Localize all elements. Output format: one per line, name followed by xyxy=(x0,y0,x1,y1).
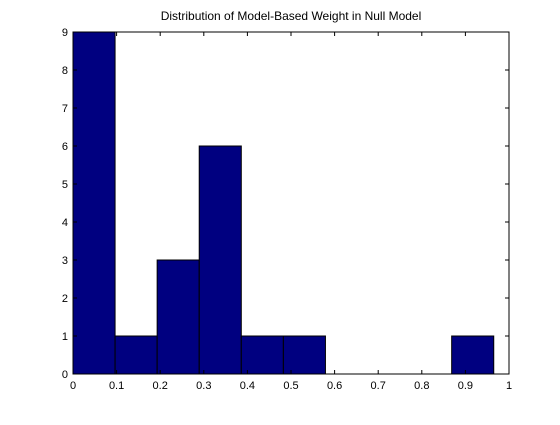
ticks-group xyxy=(72,31,510,375)
x-tick-label-3: 0.3 xyxy=(196,380,211,392)
y-tick-label-5: 5 xyxy=(62,179,68,191)
x-tick-label-6: 0.6 xyxy=(327,380,342,392)
y-tick-label-4: 4 xyxy=(62,217,68,229)
x-tick-label-0: 0 xyxy=(70,380,76,392)
tick-labels-group: 0 0.1 0.2 0.3 0.4 0.5 0.6 0.7 0.8 0.9 1 0 1 2 3 4 5 6 7 8 9 xyxy=(62,27,512,392)
x-tick-label-5: 0.5 xyxy=(283,380,298,392)
y-tick-label-7: 7 xyxy=(62,103,68,115)
histogram-bar-2 xyxy=(156,259,200,375)
histogram-bar-1 xyxy=(114,335,158,375)
x-tick-label-2: 0.2 xyxy=(153,380,168,392)
x-tick-label-10: 1 xyxy=(506,380,512,392)
histogram-bar-0 xyxy=(72,31,116,375)
x-tick-label-7: 0.7 xyxy=(371,380,386,392)
histogram-bar-5 xyxy=(282,335,326,375)
y-tick-label-1: 1 xyxy=(62,331,68,343)
chart-title: Distribution of Model-Based Weight in Nu… xyxy=(161,9,422,23)
x-tick-label-8: 0.8 xyxy=(414,380,429,392)
histogram-bar-9 xyxy=(451,335,495,375)
x-tick-label-1: 0.1 xyxy=(109,380,124,392)
plot-area-background xyxy=(73,32,509,374)
y-tick-label-2: 2 xyxy=(62,293,68,305)
histogram-bar-3 xyxy=(198,145,242,375)
histogram-bar-4 xyxy=(240,335,284,375)
y-tick-label-6: 6 xyxy=(62,141,68,153)
y-tick-label-0: 0 xyxy=(62,369,68,381)
x-tick-label-9: 0.9 xyxy=(458,380,473,392)
y-tick-label-3: 3 xyxy=(62,255,68,267)
x-tick-label-4: 0.4 xyxy=(240,380,255,392)
y-tick-label-9: 9 xyxy=(62,27,68,39)
y-tick-label-8: 8 xyxy=(62,65,68,77)
bars-group xyxy=(72,31,495,375)
